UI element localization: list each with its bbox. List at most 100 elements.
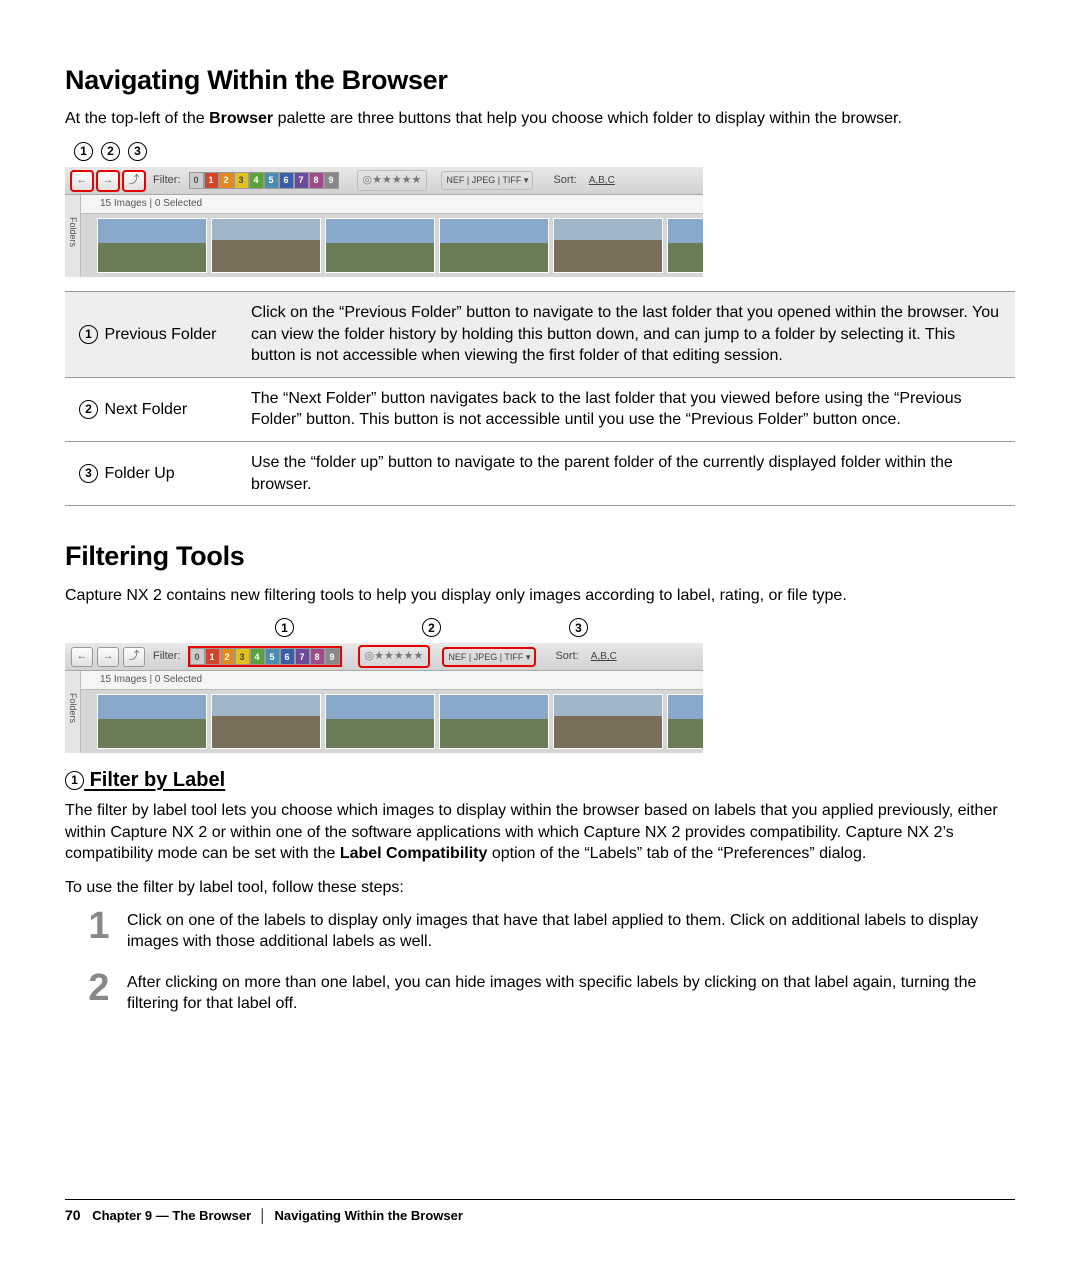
thumb[interactable] <box>325 218 435 273</box>
folders-sidebar[interactable]: Folders <box>65 195 81 277</box>
label-chip-7[interactable]: 7 <box>294 172 309 189</box>
label-chip-0[interactable]: 0 <box>189 172 204 189</box>
thumb[interactable] <box>325 694 435 749</box>
label-chip-6[interactable]: 6 <box>280 648 295 665</box>
callout-1: 1 <box>275 618 294 637</box>
callouts-row-1: 1 2 3 <box>74 142 1015 163</box>
label-chip-9[interactable]: 9 <box>324 172 339 189</box>
sort-label: Sort: <box>555 649 578 664</box>
desc-row: 3 Folder UpUse the “folder up” button to… <box>65 442 1015 506</box>
label-chips[interactable]: 0123456789 <box>189 172 339 189</box>
thumb[interactable] <box>553 694 663 749</box>
next-folder-button[interactable]: → <box>97 171 119 191</box>
steps-list: 1 Click on one of the labels to display o… <box>65 907 1015 1015</box>
thumbnails <box>65 690 703 753</box>
sub1-title: Filter by Label <box>90 769 226 791</box>
thumb[interactable] <box>667 218 703 273</box>
section2-heading: Filtering Tools <box>65 538 1015 574</box>
p1-bold: Label Compatibility <box>340 845 488 862</box>
label-chip-1[interactable]: 1 <box>205 648 220 665</box>
prev-folder-button[interactable]: ← <box>71 647 93 667</box>
desc-num: 1 <box>79 325 98 344</box>
desc-text: Use the “folder up” button to navigate t… <box>237 442 1015 506</box>
thumbnails <box>65 214 703 277</box>
rating-filter[interactable]: ◎★★★★★ <box>357 170 428 191</box>
thumb[interactable] <box>553 218 663 273</box>
folder-up-button[interactable]: ⤴ <box>123 171 145 191</box>
label-chip-3[interactable]: 3 <box>235 648 250 665</box>
next-folder-button[interactable]: → <box>97 647 119 667</box>
thumb[interactable] <box>97 694 207 749</box>
intro-text-after: palette are three buttons that help you … <box>273 110 902 127</box>
label-chip-7[interactable]: 7 <box>295 648 310 665</box>
thumb[interactable] <box>211 218 321 273</box>
desc-text: The “Next Folder” button navigates back … <box>237 377 1015 441</box>
desc-num: 3 <box>79 464 98 483</box>
desc-label: 3 Folder Up <box>65 442 237 506</box>
label-chip-5[interactable]: 5 <box>264 172 279 189</box>
sort-value[interactable]: A,B,C <box>585 172 619 190</box>
label-chip-2[interactable]: 2 <box>219 172 234 189</box>
thumb[interactable] <box>667 694 703 749</box>
label-chip-5[interactable]: 5 <box>265 648 280 665</box>
desc-text: Click on the “Previous Folder” button to… <box>237 292 1015 378</box>
callout-2: 2 <box>101 142 120 161</box>
step-number: 2 <box>85 969 113 1007</box>
sidebar-label: Folders <box>67 693 79 723</box>
callout-3: 3 <box>569 618 588 637</box>
filter-label: Filter: <box>153 173 181 188</box>
screenshot-nav: ← → ⤴ Filter: 0123456789 ◎★★★★★ NEF | JP… <box>65 167 703 277</box>
step-item: 1 Click on one of the labels to display o… <box>65 907 1015 953</box>
label-chip-2[interactable]: 2 <box>220 648 235 665</box>
label-chip-4[interactable]: 4 <box>250 648 265 665</box>
label-chip-8[interactable]: 8 <box>310 648 325 665</box>
thumb[interactable] <box>439 694 549 749</box>
footer-sep: │ <box>259 1208 267 1223</box>
filetype-filter[interactable]: NEF | JPEG | TIFF ▾ <box>443 648 535 666</box>
callout-3: 3 <box>128 142 147 161</box>
page-footer: 70 Chapter 9 — The Browser │ Navigating … <box>65 1199 1015 1225</box>
rating-filter[interactable]: ◎★★★★★ <box>359 646 430 667</box>
label-chip-9[interactable]: 9 <box>325 648 340 665</box>
label-chip-6[interactable]: 6 <box>279 172 294 189</box>
nav-description-table: 1 Previous FolderClick on the “Previous … <box>65 291 1015 506</box>
status-bar: 15 Images | 0 Selected <box>65 195 703 214</box>
p1-after: option of the “Labels” tab of the “Prefe… <box>487 845 866 862</box>
desc-label: 1 Previous Folder <box>65 292 237 378</box>
section2-intro: Capture NX 2 contains new filtering tool… <box>65 585 1015 607</box>
thumb[interactable] <box>211 694 321 749</box>
section-label: Navigating Within the Browser <box>275 1208 463 1223</box>
thumb[interactable] <box>97 218 207 273</box>
filter-label: Filter: <box>153 649 181 664</box>
section1-intro: At the top-left of the Browser palette a… <box>65 108 1015 130</box>
thumb[interactable] <box>439 218 549 273</box>
callouts-row-2: 1 2 3 <box>275 618 1015 639</box>
sub1-heading: 1 Filter by Label <box>65 767 1015 794</box>
section1-heading: Navigating Within the Browser <box>65 62 1015 98</box>
sort-value[interactable]: A,B,C <box>587 648 621 666</box>
desc-row: 2 Next FolderThe “Next Folder” button na… <box>65 377 1015 441</box>
toolbar: ← → ⤴ Filter: 0123456789 ◎★★★★★ NEF | JP… <box>65 643 703 671</box>
toolbar: ← → ⤴ Filter: 0123456789 ◎★★★★★ NEF | JP… <box>65 167 703 195</box>
step-text: After clicking on more than one label, y… <box>127 969 1015 1015</box>
label-chip-0[interactable]: 0 <box>190 648 205 665</box>
status-bar: 15 Images | 0 Selected <box>65 671 703 690</box>
desc-label: 2 Next Folder <box>65 377 237 441</box>
label-chip-4[interactable]: 4 <box>249 172 264 189</box>
callout-1: 1 <box>74 142 93 161</box>
label-chip-8[interactable]: 8 <box>309 172 324 189</box>
label-chips[interactable]: 0123456789 <box>189 647 341 666</box>
label-chip-1[interactable]: 1 <box>204 172 219 189</box>
folder-up-button[interactable]: ⤴ <box>123 647 145 667</box>
folders-sidebar[interactable]: Folders <box>65 671 81 753</box>
desc-num: 2 <box>79 400 98 419</box>
screenshot-filter: ← → ⤴ Filter: 0123456789 ◎★★★★★ NEF | JP… <box>65 643 703 753</box>
step-number: 1 <box>85 907 113 945</box>
sub1-p1: The filter by label tool lets you choose… <box>65 800 1015 865</box>
step-text: Click on one of the labels to display on… <box>127 907 1015 953</box>
filetype-filter[interactable]: NEF | JPEG | TIFF ▾ <box>441 171 533 189</box>
label-chip-3[interactable]: 3 <box>234 172 249 189</box>
sidebar-label: Folders <box>67 217 79 247</box>
prev-folder-button[interactable]: ← <box>71 171 93 191</box>
sub1-num: 1 <box>65 771 84 790</box>
